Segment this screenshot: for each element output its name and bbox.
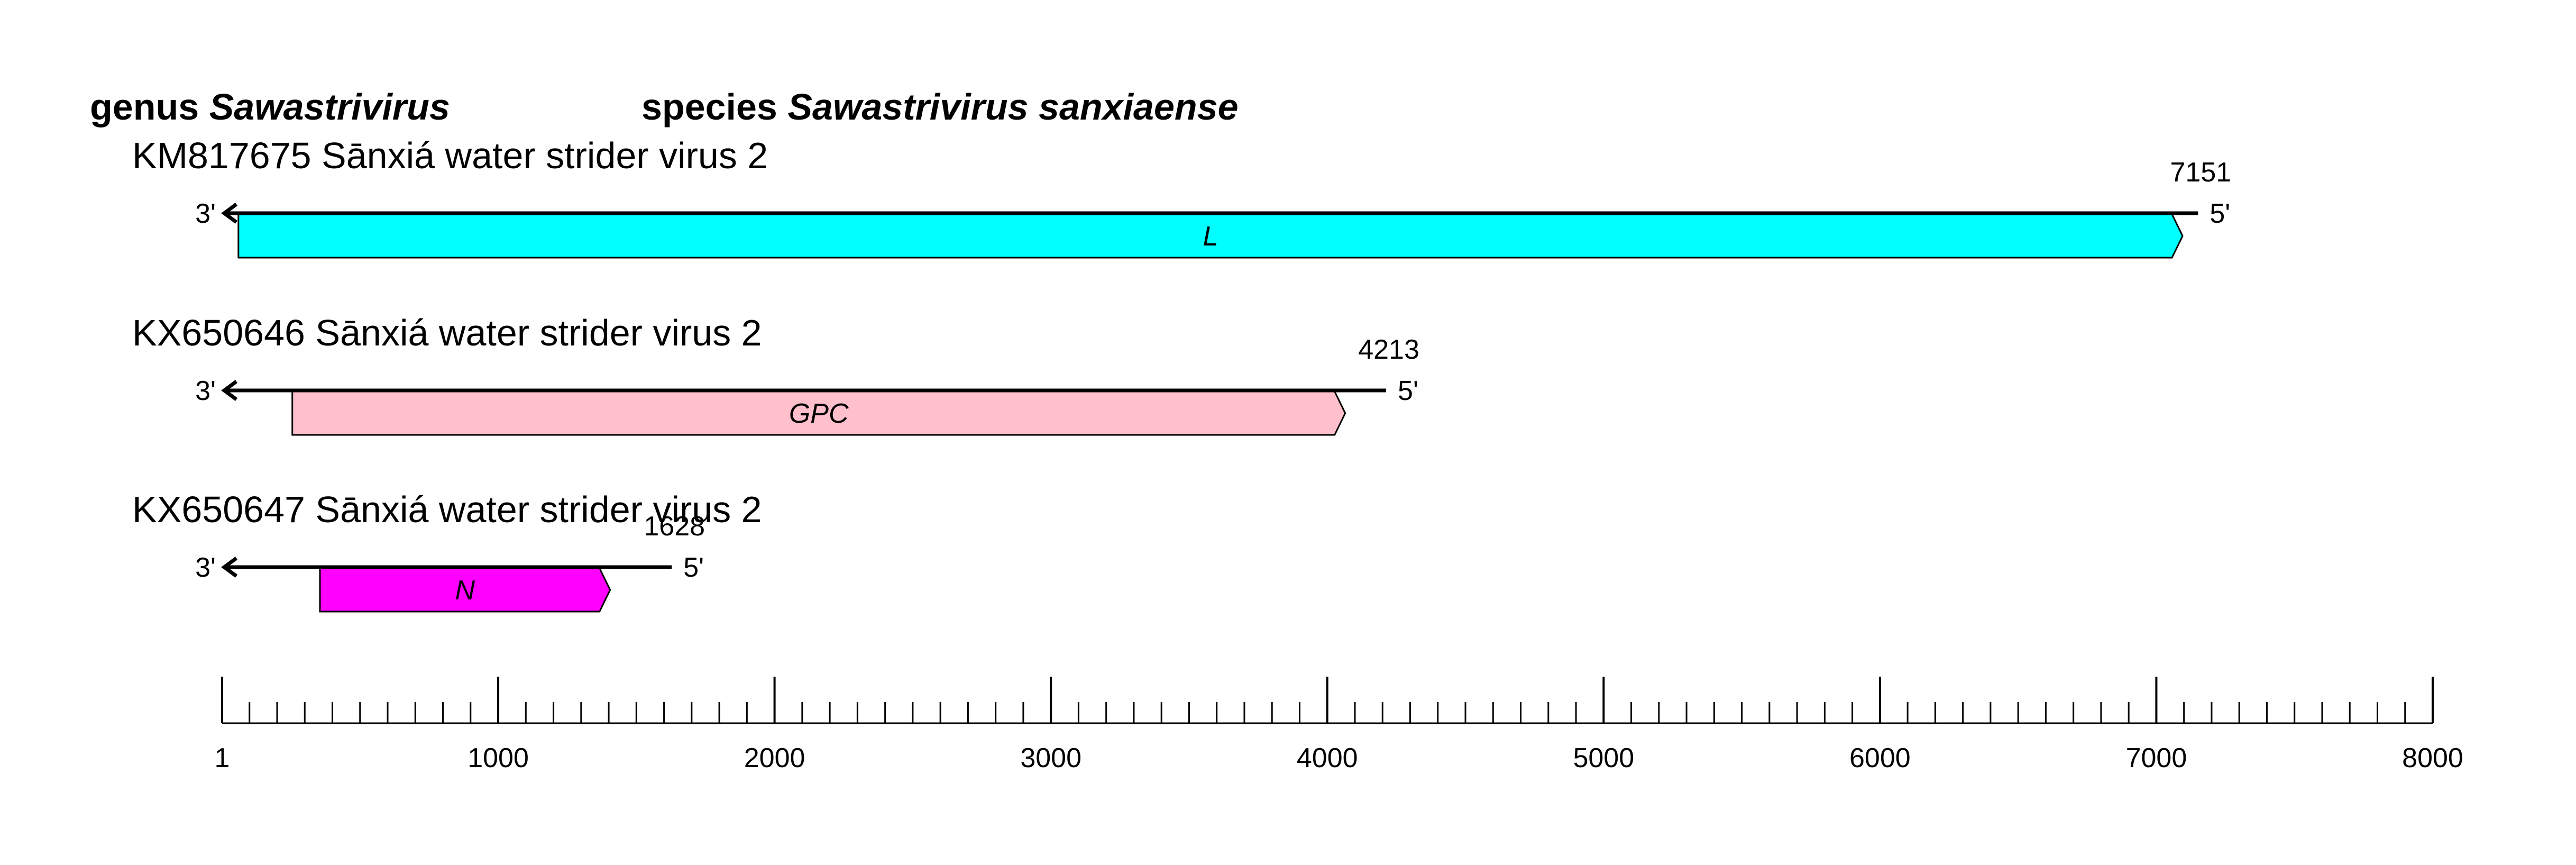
segment-3: KX650647 Sānxiá water strider virus 2162…: [132, 489, 762, 613]
genus-label: genus: [90, 86, 199, 128]
species-label: species: [641, 86, 777, 128]
gene-label: GPC: [789, 398, 849, 429]
segment-title: KX650647 Sānxiá water strider virus 2: [132, 489, 762, 530]
gene-box-n: [319, 567, 611, 613]
arrowhead-3prime: [221, 203, 238, 224]
label-5prime: 5': [683, 552, 704, 583]
segment-1: KM817675 Sānxiá water strider virus 2 715…: [132, 135, 2231, 259]
gene-box-gpc: [291, 390, 1346, 436]
diagram-header: genus Sawastrivirus species Sawastriviru…: [0, 0, 2576, 138]
scale-tick-label: 1: [215, 743, 230, 773]
scale-tick-label: 5000: [1573, 743, 1634, 773]
label-5prime: 5': [1398, 376, 1418, 406]
segment-length-label: 7151: [2170, 157, 2231, 188]
scale-tick-label: 2000: [744, 743, 805, 773]
species-name: Sawastrivirus sanxiaense: [787, 86, 1239, 128]
label-5prime: 5': [2210, 198, 2230, 229]
arrowhead-3prime: [221, 380, 238, 401]
genus-heading: genus Sawastrivirus: [90, 86, 450, 128]
label-3prime: 3': [195, 198, 216, 229]
gene-label: L: [1203, 221, 1218, 252]
scale-bar: 1 1000 2000 3000 4000 5000 6000 7000 8000: [215, 677, 2463, 773]
segment-length-label: 4213: [1358, 334, 1419, 365]
segment-length-label: 1628: [644, 511, 705, 542]
arrowhead-3prime: [221, 557, 238, 578]
segment-title: KM817675 Sānxiá water strider virus 2: [132, 135, 768, 176]
scale-tick-label: 6000: [1849, 743, 1911, 773]
segment-title: KX650646 Sānxiá water strider virus 2: [132, 312, 762, 353]
gene-box-l: [237, 213, 2184, 259]
scale-tick-label: 3000: [1020, 743, 1081, 773]
genus-name: Sawastrivirus: [209, 86, 450, 128]
label-3prime: 3': [195, 552, 216, 583]
scale-tick-label: 4000: [1297, 743, 1358, 773]
label-3prime: 3': [195, 376, 216, 406]
gene-label: N: [455, 575, 475, 606]
scale-tick-label: 8000: [2402, 743, 2463, 773]
segment-2: KX650646 Sānxiá water strider virus 2 421…: [132, 312, 1419, 436]
species-heading: species Sawastrivirus sanxiaense: [641, 86, 1239, 128]
segments-layer: KM817675 Sānxiá water strider virus 2 715…: [132, 135, 2231, 613]
scale-tick-label: 1000: [467, 743, 529, 773]
scale-tick-label: 7000: [2126, 743, 2187, 773]
